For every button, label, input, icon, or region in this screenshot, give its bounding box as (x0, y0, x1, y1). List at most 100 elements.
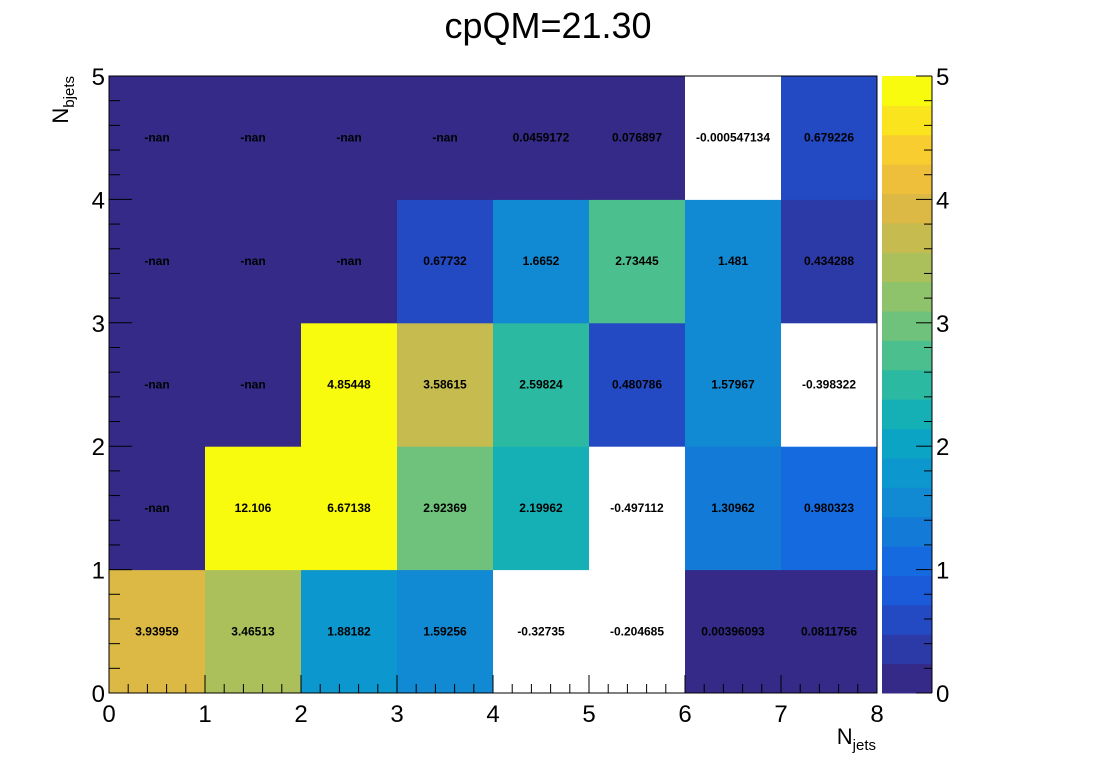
cell-value-label: -nan (432, 131, 457, 145)
heatmap-cell (589, 199, 686, 324)
color-scale-segment (882, 546, 932, 576)
heatmap-cell (109, 199, 206, 324)
cell-value-label: 2.59824 (519, 378, 563, 392)
heatmap-cell (685, 76, 782, 200)
cell-value-label: 2.19962 (519, 501, 563, 515)
cell-value-label: -nan (144, 254, 169, 268)
heatmap-cell (205, 569, 302, 694)
cell-value-label: 0.980323 (804, 501, 854, 515)
color-scale-segment (882, 369, 932, 400)
x-tick-label: 2 (294, 701, 307, 728)
y-tick-label: 2 (92, 434, 105, 461)
y-tick-label: 1 (92, 558, 105, 585)
y-tick-label: 4 (92, 187, 105, 214)
cell-value-label: -0.204685 (610, 624, 664, 638)
cell-value-label: 3.46513 (231, 624, 275, 638)
x-axis: 0 1 2 3 4 5 6 7 8 (102, 675, 884, 728)
cell-value-label: 0.67732 (423, 254, 467, 268)
color-scale-tick-label: 5 (936, 64, 949, 91)
heatmap-cell (397, 446, 494, 571)
color-scale-segment (882, 76, 932, 106)
heatmap-cell (397, 199, 494, 324)
heatmap-cell (493, 446, 590, 571)
x-tick-label: 0 (102, 701, 115, 728)
color-scale-tick-label: 3 (936, 311, 949, 338)
cell-value-label: 1.88182 (327, 624, 371, 638)
cell-value-label: 2.73445 (615, 254, 659, 268)
cell-value-label: -nan (144, 378, 169, 392)
color-scale-segment (882, 604, 932, 635)
heatmap-cell (301, 322, 398, 447)
y-tick-label: 0 (92, 681, 105, 708)
cell-value-label: 0.00396093 (701, 624, 765, 638)
x-tick-label: 4 (486, 701, 499, 728)
cell-value-label: 1.481 (718, 254, 748, 268)
color-scale-segment (882, 222, 932, 253)
cell-value-label: 0.076897 (612, 131, 662, 145)
cell-value-label: -nan (336, 131, 361, 145)
cell-value-label: 0.0459172 (513, 131, 570, 145)
color-scale-segment (882, 487, 932, 518)
y-tick-label: 5 (92, 64, 105, 91)
heatmap-cell (493, 199, 590, 324)
cell-value-label: 2.92369 (423, 501, 467, 515)
cell-value-label: -0.32735 (517, 624, 565, 638)
heatmap-cell (781, 76, 878, 200)
color-scale-segment (882, 340, 932, 371)
cell-value-label: 0.679226 (804, 131, 854, 145)
x-axis-label-sub: jets (852, 737, 876, 754)
color-scale-segment (882, 252, 932, 283)
color-scale-segment (882, 428, 932, 459)
cell-value-label: 6.67138 (327, 501, 371, 515)
x-tick-label: 7 (774, 701, 787, 728)
color-scale-segment (882, 311, 932, 341)
heatmap-cell (109, 446, 206, 571)
x-tick-label: 5 (582, 701, 595, 728)
y-axis: 0 1 2 3 4 5 (92, 64, 132, 708)
heatmap-cell (301, 76, 398, 200)
heatmap-cell (109, 569, 206, 694)
heatmap-cell (205, 322, 302, 447)
heatmap-cell (685, 199, 782, 324)
cell-value-label: 12.106 (235, 501, 272, 515)
cell-value-label: 0.0811756 (801, 624, 857, 638)
cell-value-label: 1.57967 (711, 378, 755, 392)
color-scale-segment (882, 105, 932, 136)
x-axis-label-base: N (837, 724, 853, 749)
heatmap-cell (205, 446, 302, 571)
cell-value-label: -nan (144, 501, 169, 515)
heatmap-cell (397, 76, 494, 200)
y-axis-label: Nbjets (48, 76, 78, 124)
color-scale-segment (882, 193, 932, 224)
heatmap-cells (109, 76, 878, 694)
heatmap-cell (205, 76, 302, 200)
color-scale-segment (882, 399, 932, 430)
cell-value-label: 1.6652 (523, 254, 560, 268)
chart-title: cpQM=21.30 (444, 5, 651, 46)
cell-value-label: -nan (240, 254, 265, 268)
heatmap-cell (589, 76, 686, 200)
heatmap-cell (397, 569, 494, 694)
color-scale-tick-label: 0 (936, 681, 949, 708)
heatmap-cell (109, 322, 206, 447)
color-scale-segment (882, 663, 932, 694)
cell-value-label: 1.30962 (711, 501, 755, 515)
cell-value-label: -nan (144, 131, 169, 145)
heatmap-cell (109, 76, 206, 200)
cell-value-label: -nan (336, 254, 361, 268)
color-scale-segment (882, 516, 932, 547)
y-axis-label-sub: bjets (61, 76, 78, 108)
x-tick-label: 1 (198, 701, 211, 728)
heatmap-cell (589, 446, 686, 571)
heatmap-cell (685, 446, 782, 571)
heatmap-cell (493, 76, 590, 200)
color-scale-tick-label: 2 (936, 434, 949, 461)
heatmap-cell (781, 322, 878, 447)
cell-value-label: -0.000547134 (696, 131, 770, 145)
heatmap-cell (301, 199, 398, 324)
y-tick-label: 3 (92, 311, 105, 338)
heatmap-cell (781, 446, 878, 571)
heatmap-cell (781, 569, 878, 694)
heatmap-cell (781, 199, 878, 324)
